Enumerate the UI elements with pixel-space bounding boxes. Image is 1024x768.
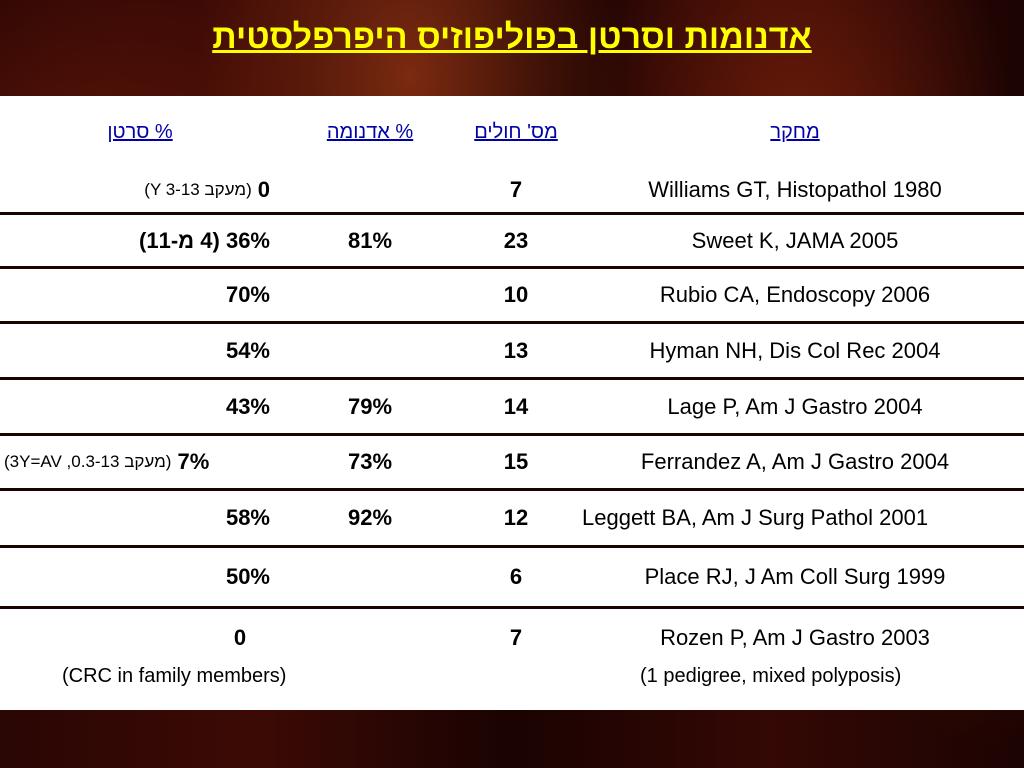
row-divider <box>0 606 1024 609</box>
row-divider <box>0 433 1024 436</box>
table-row: Williams GT, Histopathol 1980 7 (מעקב Y … <box>0 168 1024 212</box>
study-cell: Rozen P, Am J Gastro 2003 <box>660 625 930 650</box>
row-divider <box>0 212 1024 215</box>
study-cell: Williams GT, Histopathol 1980 <box>648 177 942 202</box>
results-table: מחקר מס' חולים % אדנומה % סרטן Williams … <box>0 96 1024 710</box>
cancer-value: 0 <box>257 177 270 202</box>
table-row: Place RJ, J Am Coll Surg 1999 6 50% <box>0 548 1024 606</box>
cancer-note: (מעקב Y 3-13) <box>144 180 252 199</box>
adenoma-cell: 81% <box>347 227 393 253</box>
adenoma-cell <box>280 324 460 377</box>
study-cell: Sweet K, JAMA 2005 <box>691 227 899 253</box>
cancer-note: (מעקב 0.3-13, 3Y=AV) <box>4 452 172 471</box>
adenoma-cell: 79% <box>347 393 393 419</box>
patients-cell: 13 <box>503 337 529 363</box>
patients-cell: 10 <box>503 282 529 307</box>
row-divider <box>0 321 1024 324</box>
row-divider <box>0 545 1024 548</box>
table-row: Rozen P, Am J Gastro 2003 7 0 (1 pedigre… <box>0 609 1024 710</box>
cancer-cell: 58% <box>225 505 270 530</box>
table-row: Ferrandez A, Am J Gastro 2004 15 73% (מע… <box>0 436 1024 488</box>
table-row: Lage P, Am J Gastro 2004 14 79% 43% <box>0 380 1024 433</box>
patients-cell: 6 <box>509 564 523 589</box>
header-study: מחקר <box>770 120 820 143</box>
patients-cell: 7 <box>509 177 523 202</box>
table-row: Sweet K, JAMA 2005 23 81% 36% (4 מ-11) <box>0 215 1024 266</box>
cancer-cell: 54% <box>225 337 270 363</box>
cancer-cell: (מעקב Y 3-13) 0 <box>0 168 280 212</box>
patients-cell: 7 <box>509 625 523 650</box>
cancer-cell: 36% (4 מ-11) <box>0 215 280 266</box>
patients-cell: 12 <box>503 505 529 530</box>
adenoma-cell: 92% <box>347 505 393 530</box>
study-note: (1 pedigree, mixed polyposis) <box>640 665 902 687</box>
adenoma-cell <box>280 269 460 321</box>
adenoma-cell: 73% <box>347 449 393 474</box>
table-row: Hyman NH, Dis Col Rec 2004 13 54% <box>0 324 1024 377</box>
study-cell: Leggett BA, Am J Surg Pathol 2001 <box>582 505 929 530</box>
patients-cell: 15 <box>503 449 529 474</box>
cancer-cell: 43% <box>225 393 270 419</box>
header-cancer: % סרטן <box>107 120 173 143</box>
study-cell: Place RJ, J Am Coll Surg 1999 <box>644 564 946 589</box>
row-divider <box>0 488 1024 491</box>
header-patients: מס' חולים <box>474 120 558 143</box>
table-row: Leggett BA, Am J Surg Pathol 2001 12 92%… <box>0 491 1024 545</box>
header-adenoma: % אדנומה <box>326 120 414 143</box>
row-divider <box>0 377 1024 380</box>
cancer-cell: 50% <box>225 564 270 589</box>
table-header: מחקר מס' חולים % אדנומה % סרטן <box>0 96 1024 168</box>
row-divider <box>0 266 1024 269</box>
adenoma-cell <box>280 168 460 212</box>
study-cell: Rubio CA, Endoscopy 2006 <box>659 282 931 307</box>
patients-cell: 23 <box>503 227 529 253</box>
page-title: אדנומות וסרטן בפוליפוזיס היפרפלסטית <box>212 18 812 56</box>
cancer-cell: 70% <box>225 282 270 307</box>
cancer-cell: 0 <box>233 625 247 650</box>
cancer-value: 36% (4 מ-11) <box>139 227 270 253</box>
cancer-note: (CRC in family members) <box>62 665 287 687</box>
cancer-value: 7% <box>177 449 210 474</box>
cancer-cell: (מעקב 0.3-13, 3Y=AV) 7% <box>0 436 280 488</box>
study-cell: Hyman NH, Dis Col Rec 2004 <box>649 337 941 363</box>
table-row: Rubio CA, Endoscopy 2006 10 70% <box>0 269 1024 321</box>
study-cell: Ferrandez A, Am J Gastro 2004 <box>640 449 950 474</box>
study-cell: Lage P, Am J Gastro 2004 <box>667 393 923 419</box>
patients-cell: 14 <box>503 393 529 419</box>
adenoma-cell <box>280 548 460 606</box>
